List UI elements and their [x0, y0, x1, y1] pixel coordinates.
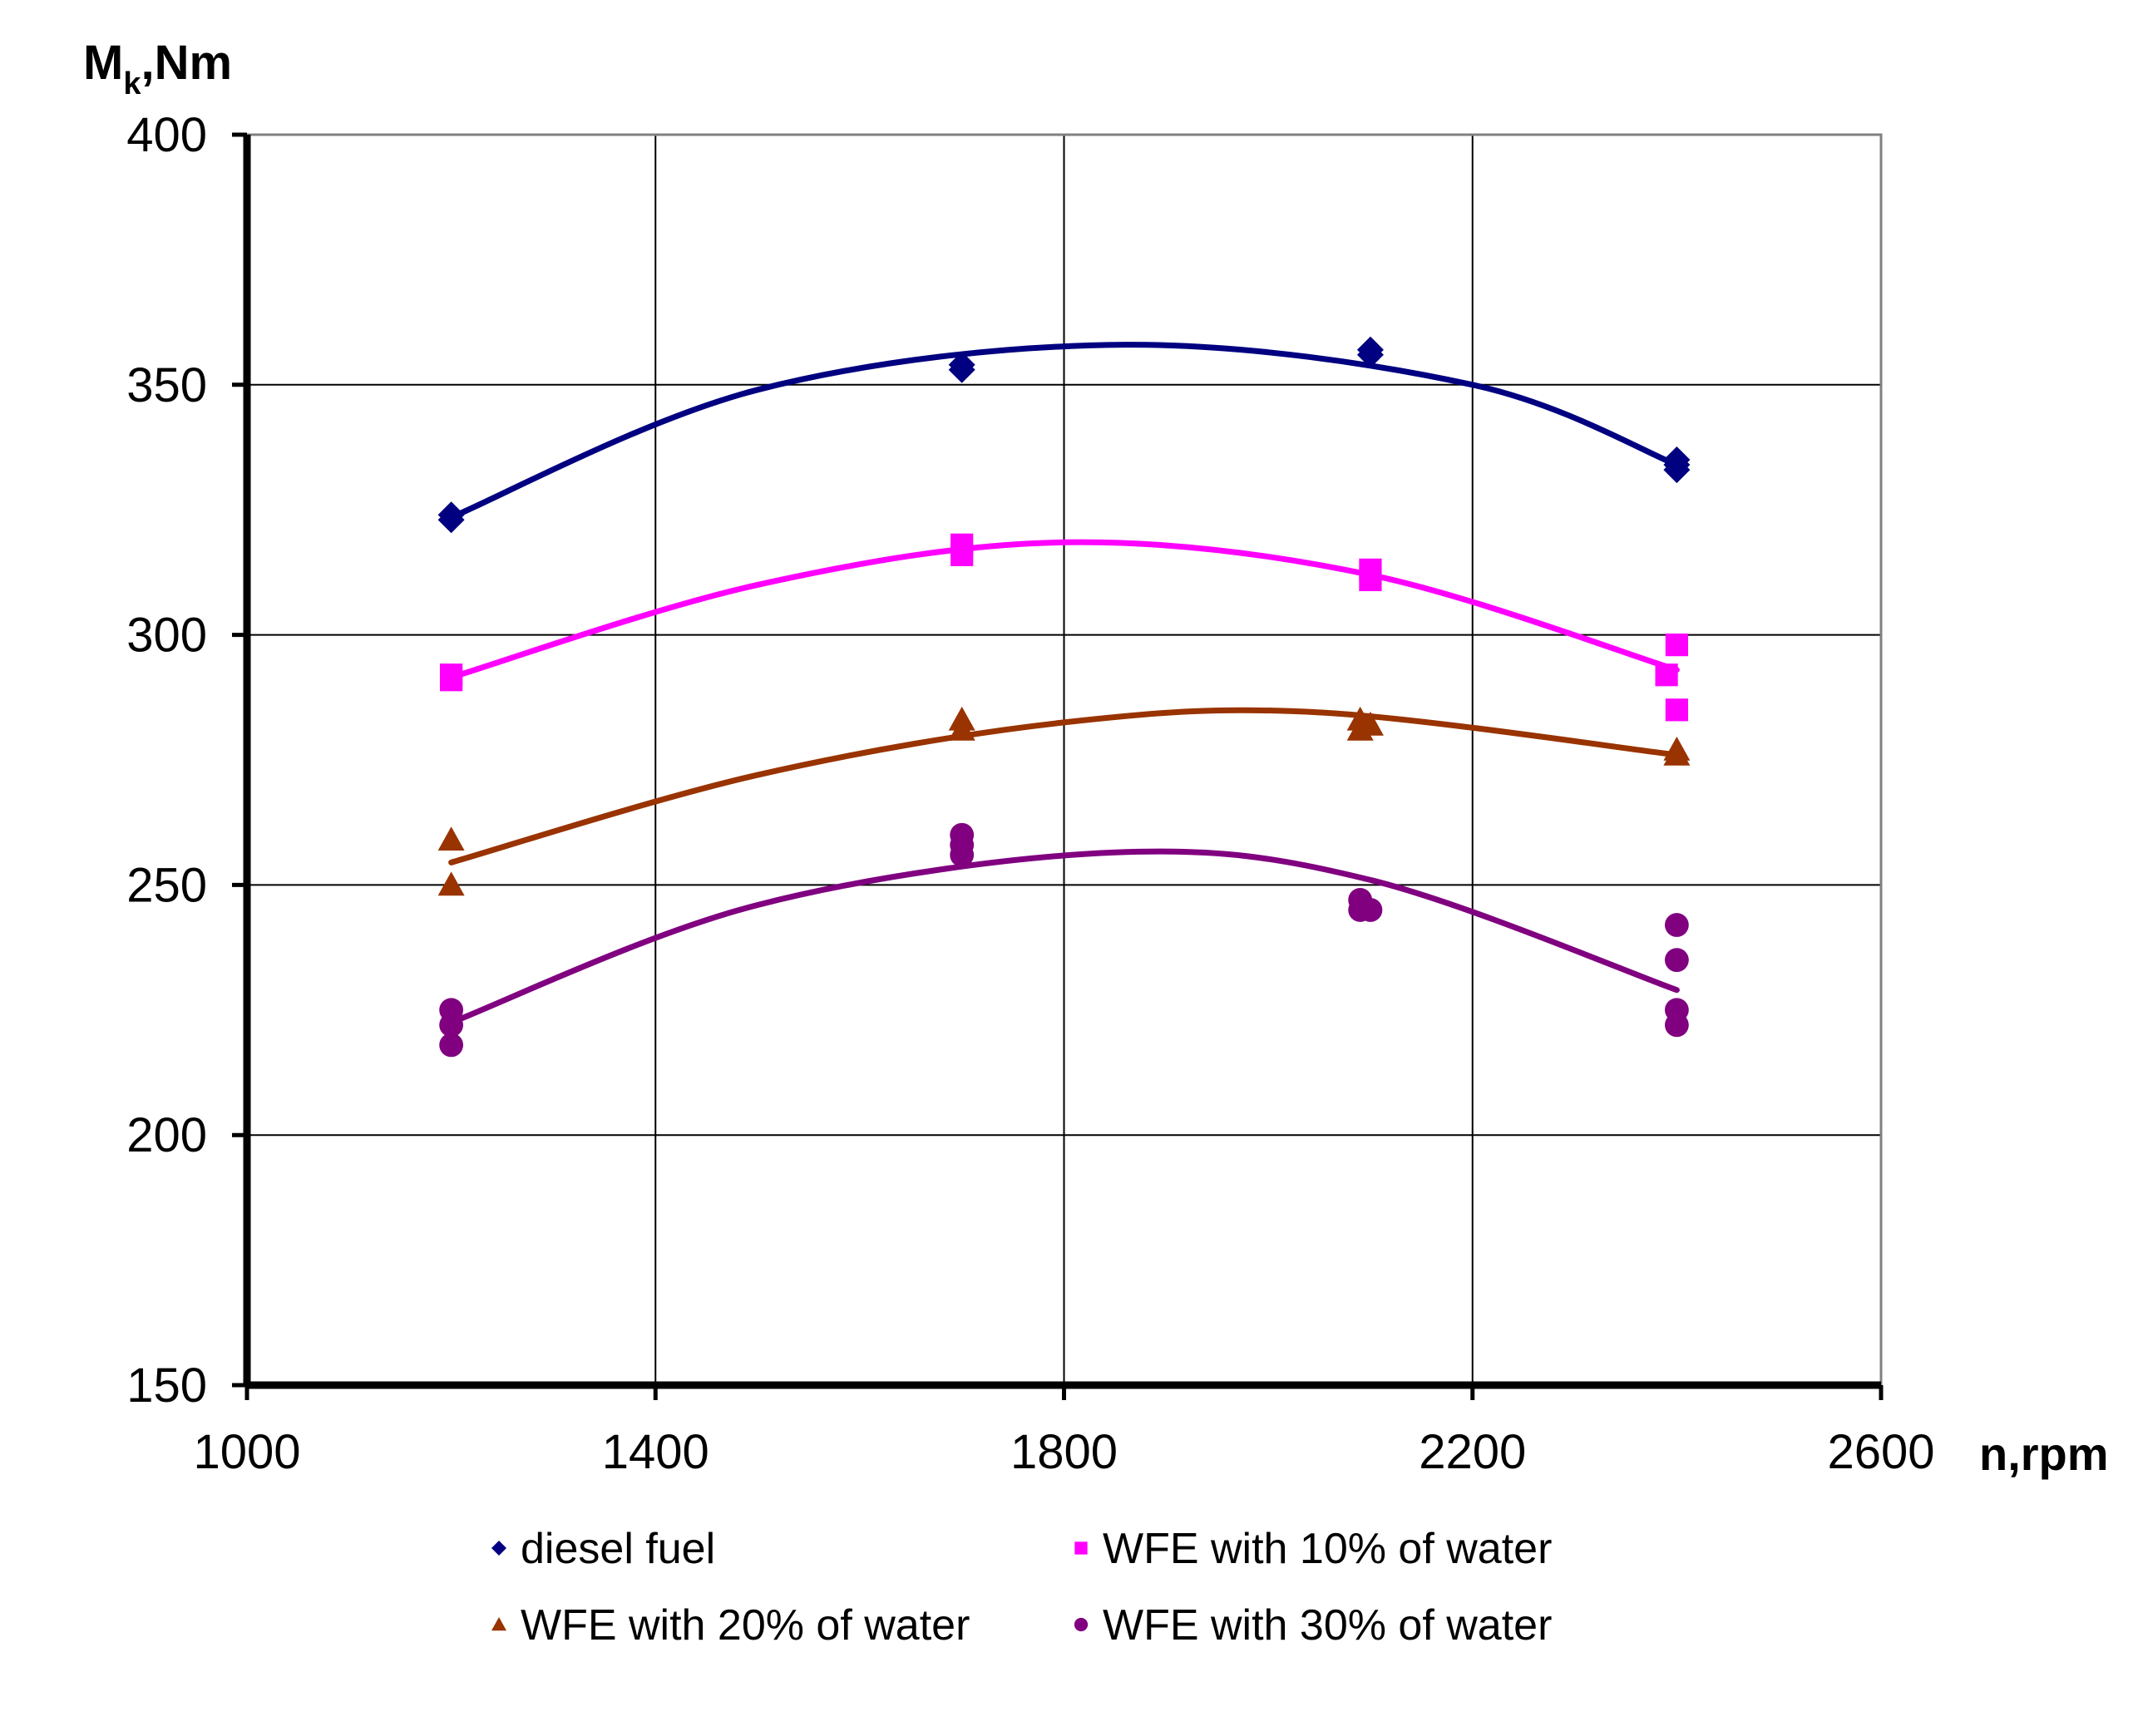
data-point-series-1 — [1356, 341, 1384, 368]
data-point-series-4 — [439, 1033, 464, 1058]
data-point-series-4 — [1664, 913, 1689, 937]
data-point-series-1 — [948, 356, 975, 383]
trend-line-series-4 — [448, 848, 1680, 1026]
x-tick-label: 2200 — [1419, 1425, 1526, 1479]
legend-marker-series-1 — [491, 1541, 506, 1556]
x-axis-title: n,rpm — [1979, 1428, 2109, 1480]
y-tick-label: 150 — [126, 1359, 207, 1413]
data-point-series-2 — [1665, 634, 1688, 657]
data-point-series-3 — [437, 871, 465, 896]
y-tick-label: 250 — [126, 858, 207, 912]
data-point-series-2 — [1665, 698, 1688, 722]
trend-line-series-2 — [448, 539, 1680, 681]
data-point-series-2 — [950, 543, 974, 566]
data-point-series-4 — [439, 1013, 464, 1038]
y-tick-label: 300 — [126, 609, 207, 663]
legend-marker-series-2 — [1074, 1541, 1088, 1555]
data-point-series-3 — [1663, 741, 1691, 766]
data-point-series-3 — [948, 716, 975, 741]
x-tick-label: 1800 — [1010, 1425, 1118, 1479]
x-tick-label: 1000 — [193, 1425, 300, 1479]
legend: diesel fuel WFE with 10% of water WFE with… — [491, 1525, 1552, 1650]
legend-label-series-4: WFE with 30% of water — [1103, 1601, 1552, 1650]
data-point-series-3 — [1356, 711, 1384, 736]
data-point-series-3 — [437, 826, 465, 851]
y-tick-label: 350 — [126, 358, 207, 412]
y-axis-title: Mk,Nm — [83, 36, 232, 101]
data-point-series-2 — [1655, 663, 1678, 687]
y-tick-label: 200 — [126, 1108, 207, 1162]
legend-label-series-1: diesel fuel — [521, 1525, 715, 1573]
data-point-series-1 — [1663, 456, 1691, 484]
legend-marker-series-3 — [491, 1617, 506, 1631]
data-point-series-4 — [1358, 898, 1383, 922]
trend-lines — [448, 342, 1680, 1026]
legend-marker-series-4 — [1074, 1617, 1089, 1632]
axis-ticks: 400 350 300 250 200 150 1000 1400 1800 2200 2600 — [126, 108, 1934, 1479]
data-points — [437, 336, 1691, 1058]
data-point-series-4 — [1664, 948, 1689, 973]
trend-line-series-1 — [448, 342, 1680, 520]
y-tick-label: 400 — [126, 108, 207, 162]
legend-label-series-3: WFE with 20% of water — [521, 1601, 970, 1650]
x-tick-label: 2600 — [1827, 1425, 1934, 1479]
data-point-series-4 — [950, 842, 975, 867]
legend-label-series-2: WFE with 10% of water — [1103, 1525, 1552, 1573]
data-point-series-2 — [1359, 568, 1382, 592]
data-point-series-2 — [440, 668, 463, 692]
data-point-series-4 — [1664, 1013, 1689, 1038]
trend-line-series-3 — [448, 707, 1680, 866]
x-tick-label: 1400 — [602, 1425, 709, 1479]
data-point-series-1 — [437, 506, 465, 534]
